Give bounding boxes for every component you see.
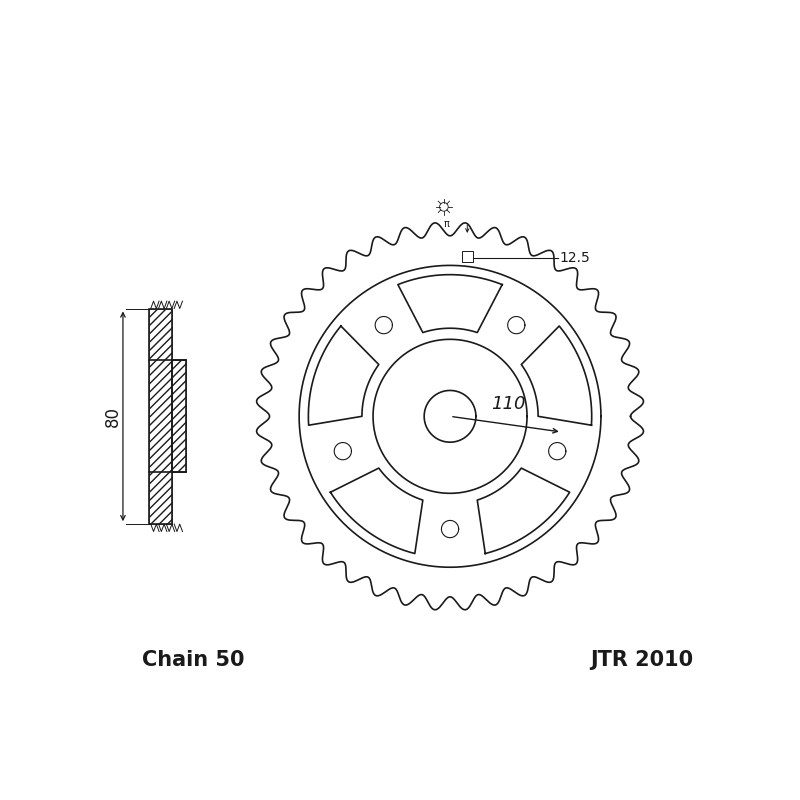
Bar: [149, 309, 172, 524]
Text: 110: 110: [491, 395, 526, 414]
Text: JTR 2010: JTR 2010: [590, 650, 694, 670]
Text: 80: 80: [104, 406, 122, 427]
Bar: [149, 309, 172, 524]
Text: 12.5: 12.5: [560, 251, 590, 265]
Bar: [462, 251, 473, 262]
Bar: [172, 360, 186, 472]
Text: π: π: [444, 219, 450, 229]
Text: Chain 50: Chain 50: [142, 650, 245, 670]
Bar: [172, 360, 186, 472]
